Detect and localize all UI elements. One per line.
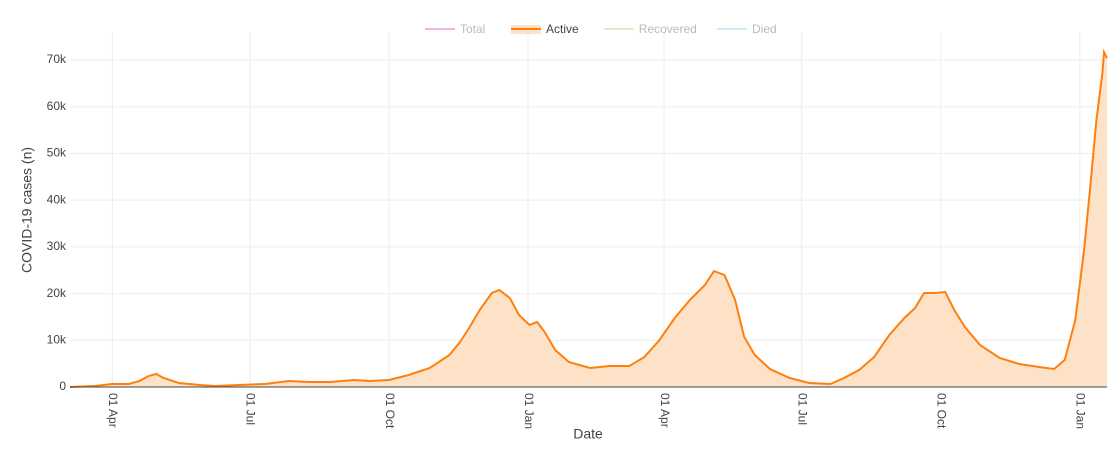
legend-label: Total: [460, 22, 485, 36]
y-tick-label: 30k: [47, 239, 67, 253]
legend-item[interactable]: Died: [717, 22, 777, 36]
y-tick-label: 60k: [47, 99, 67, 113]
legend-item[interactable]: Total: [425, 22, 485, 36]
y-tick-label: 20k: [47, 286, 67, 300]
x-tick-label: 01 Jan: [522, 393, 536, 429]
legend-label: Active: [546, 22, 579, 36]
y-tick-label: 70k: [47, 52, 67, 66]
grid: [70, 32, 1107, 388]
x-axis-title: Date: [573, 426, 603, 442]
plot-area: [69, 48, 1108, 388]
legend-item[interactable]: Active: [511, 22, 579, 36]
x-tick-label: 01 Apr: [658, 393, 672, 428]
x-tick-label: 01 Jan: [1074, 393, 1088, 429]
x-tick-label: 01 Apr: [106, 393, 120, 428]
y-tick-label: 0: [59, 379, 66, 393]
x-tick-label: 01 Jul: [795, 393, 809, 425]
y-tick-label: 40k: [47, 192, 67, 206]
y-tick-label: 50k: [47, 146, 67, 160]
y-axis-title: COVID-19 cases (n): [19, 147, 35, 273]
x-tick-label: 01 Jul: [244, 393, 258, 425]
x-tick-label: 01 Oct: [383, 393, 397, 429]
legend-item[interactable]: Recovered: [603, 22, 697, 36]
legend-label: Recovered: [639, 22, 697, 36]
area: [70, 52, 1107, 387]
y-tick-label: 10k: [47, 332, 67, 346]
legend-label: Died: [752, 22, 777, 36]
x-tick-label: 01 Oct: [935, 393, 949, 429]
line: [69, 48, 1108, 388]
